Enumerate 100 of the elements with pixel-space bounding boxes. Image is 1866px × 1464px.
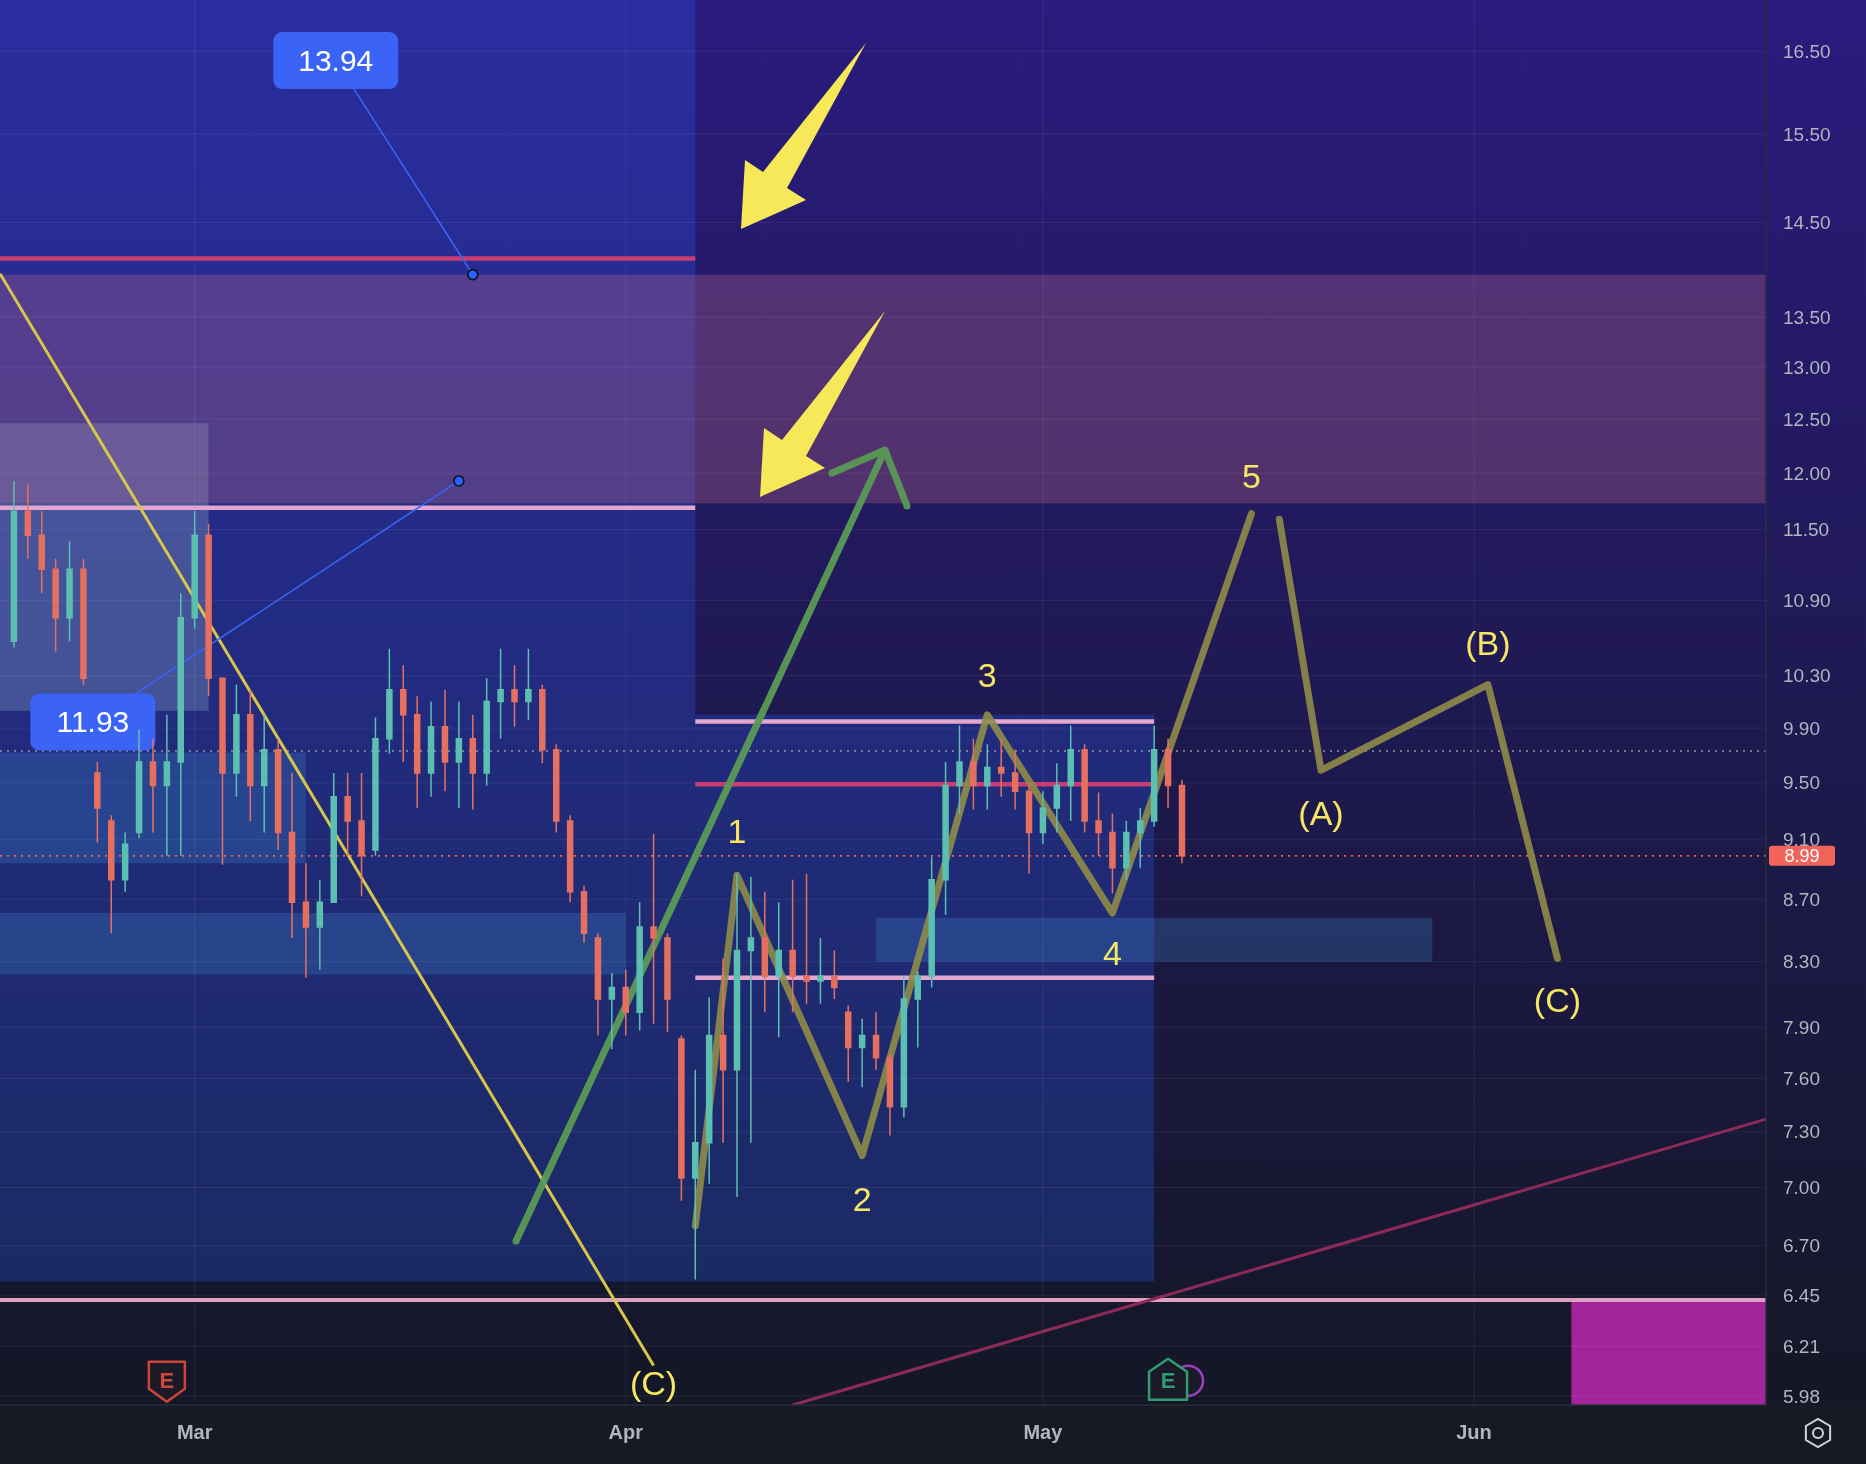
x-tick-label: Mar	[176, 1421, 213, 1443]
y-tick-label: 11.50	[1783, 519, 1830, 541]
candlestick	[539, 683, 546, 765]
y-tick-label: 8.70	[1783, 888, 1820, 910]
candlestick	[1039, 790, 1047, 845]
y-tick-label: 13.50	[1783, 306, 1831, 328]
candlestick	[719, 957, 727, 1144]
candlestick	[664, 932, 671, 1033]
candlestick	[733, 872, 741, 1198]
candlestick	[149, 738, 157, 834]
candlestick	[372, 716, 379, 857]
y-tick-label: 6.70	[1783, 1234, 1820, 1256]
y-tick-label: 12.50	[1783, 408, 1831, 430]
y-tick-label: 6.45	[1783, 1285, 1820, 1307]
candlestick	[80, 557, 87, 686]
candlestick	[956, 724, 963, 815]
candlestick	[1164, 738, 1172, 809]
ref-line-label: 8.99	[1784, 845, 1820, 866]
candlestick	[622, 968, 629, 1037]
y-tick-label: 13.00	[1783, 356, 1831, 378]
candlestick	[1123, 820, 1130, 881]
y-tick-label: 16.50	[1783, 40, 1831, 62]
annotation: 3	[977, 655, 997, 694]
candlestick	[52, 557, 59, 653]
candlestick	[344, 772, 351, 857]
y-tick-label: 6.21	[1783, 1335, 1820, 1357]
candlestick	[469, 714, 477, 811]
candlestick	[608, 972, 616, 1050]
candlestick	[1137, 807, 1144, 869]
y-tick-label: 5.98	[1783, 1385, 1820, 1407]
candlestick	[789, 878, 796, 1013]
candlestick	[970, 738, 977, 811]
candlestick	[302, 862, 310, 979]
candlestick	[1150, 724, 1158, 828]
y-tick-label: 14.50	[1783, 211, 1831, 233]
annotation: 11.93	[56, 705, 130, 739]
candlestick	[260, 714, 268, 834]
annotation: 2	[852, 1179, 872, 1218]
candlestick	[94, 761, 101, 844]
y-tick-label: 7.90	[1783, 1016, 1820, 1038]
candlestick	[24, 483, 32, 560]
candlestick	[928, 856, 935, 989]
candlestick	[163, 714, 171, 857]
x-tick-label: May	[1023, 1421, 1064, 1443]
x-tick-label: Apr	[608, 1421, 644, 1443]
annotation: E	[159, 1368, 175, 1394]
candlestick	[316, 878, 324, 971]
y-tick-label: 7.60	[1783, 1067, 1820, 1089]
annotation: 13.94	[298, 44, 374, 78]
candlestick	[66, 540, 73, 643]
y-tick-label: 15.50	[1783, 123, 1831, 145]
annotation: (A)	[1298, 794, 1344, 833]
candlestick	[775, 901, 782, 1038]
candlestick	[678, 1034, 685, 1202]
candlestick	[705, 996, 713, 1185]
y-tick-label: 7.00	[1783, 1176, 1820, 1198]
candlestick	[1053, 762, 1061, 834]
candlestick	[1067, 724, 1074, 822]
candlestick	[997, 738, 1005, 798]
candlestick	[330, 772, 337, 904]
candlestick	[247, 689, 254, 822]
candlestick	[692, 1069, 699, 1281]
y-tick-label: 9.50	[1783, 772, 1820, 794]
candlestick	[914, 970, 922, 1049]
candlestick	[38, 510, 45, 595]
candlestick	[483, 677, 490, 787]
candlestick	[636, 901, 643, 1032]
candlestick	[135, 728, 143, 840]
candlestick	[803, 872, 810, 1005]
y-tick-label: 12.00	[1783, 462, 1831, 484]
annotation: E	[1160, 1368, 1176, 1394]
candlestick	[872, 1011, 880, 1071]
x-tick-label: Jun	[1456, 1421, 1492, 1443]
candlestick	[525, 648, 532, 721]
annotation: 4	[1102, 934, 1122, 973]
candlestick	[1081, 743, 1088, 834]
candlestick	[497, 648, 504, 740]
candlestick	[594, 932, 602, 1037]
y-tick-label: 8.30	[1783, 951, 1820, 973]
annotation: (B)	[1465, 623, 1511, 662]
candlestick	[761, 890, 769, 1013]
candlestick	[413, 695, 421, 809]
candlestick	[817, 937, 824, 1005]
candlestick	[942, 761, 949, 916]
candlestick	[1011, 748, 1019, 811]
annotation: (C)	[1533, 981, 1582, 1020]
annotation: (C)	[629, 1364, 678, 1403]
annotation: 5	[1242, 456, 1261, 495]
candlestick	[427, 700, 435, 798]
candlestick	[747, 875, 755, 1144]
candlestick	[858, 1018, 866, 1088]
candlestick	[984, 743, 991, 811]
candlestick	[455, 700, 463, 809]
y-tick-label: 10.30	[1783, 665, 1831, 687]
candlestick	[121, 831, 129, 893]
y-tick-label: 10.90	[1783, 590, 1831, 612]
candlestick	[844, 1004, 852, 1083]
y-tick-label: 9.90	[1783, 717, 1820, 739]
candlestick	[831, 949, 838, 1000]
candlestick	[511, 664, 518, 728]
